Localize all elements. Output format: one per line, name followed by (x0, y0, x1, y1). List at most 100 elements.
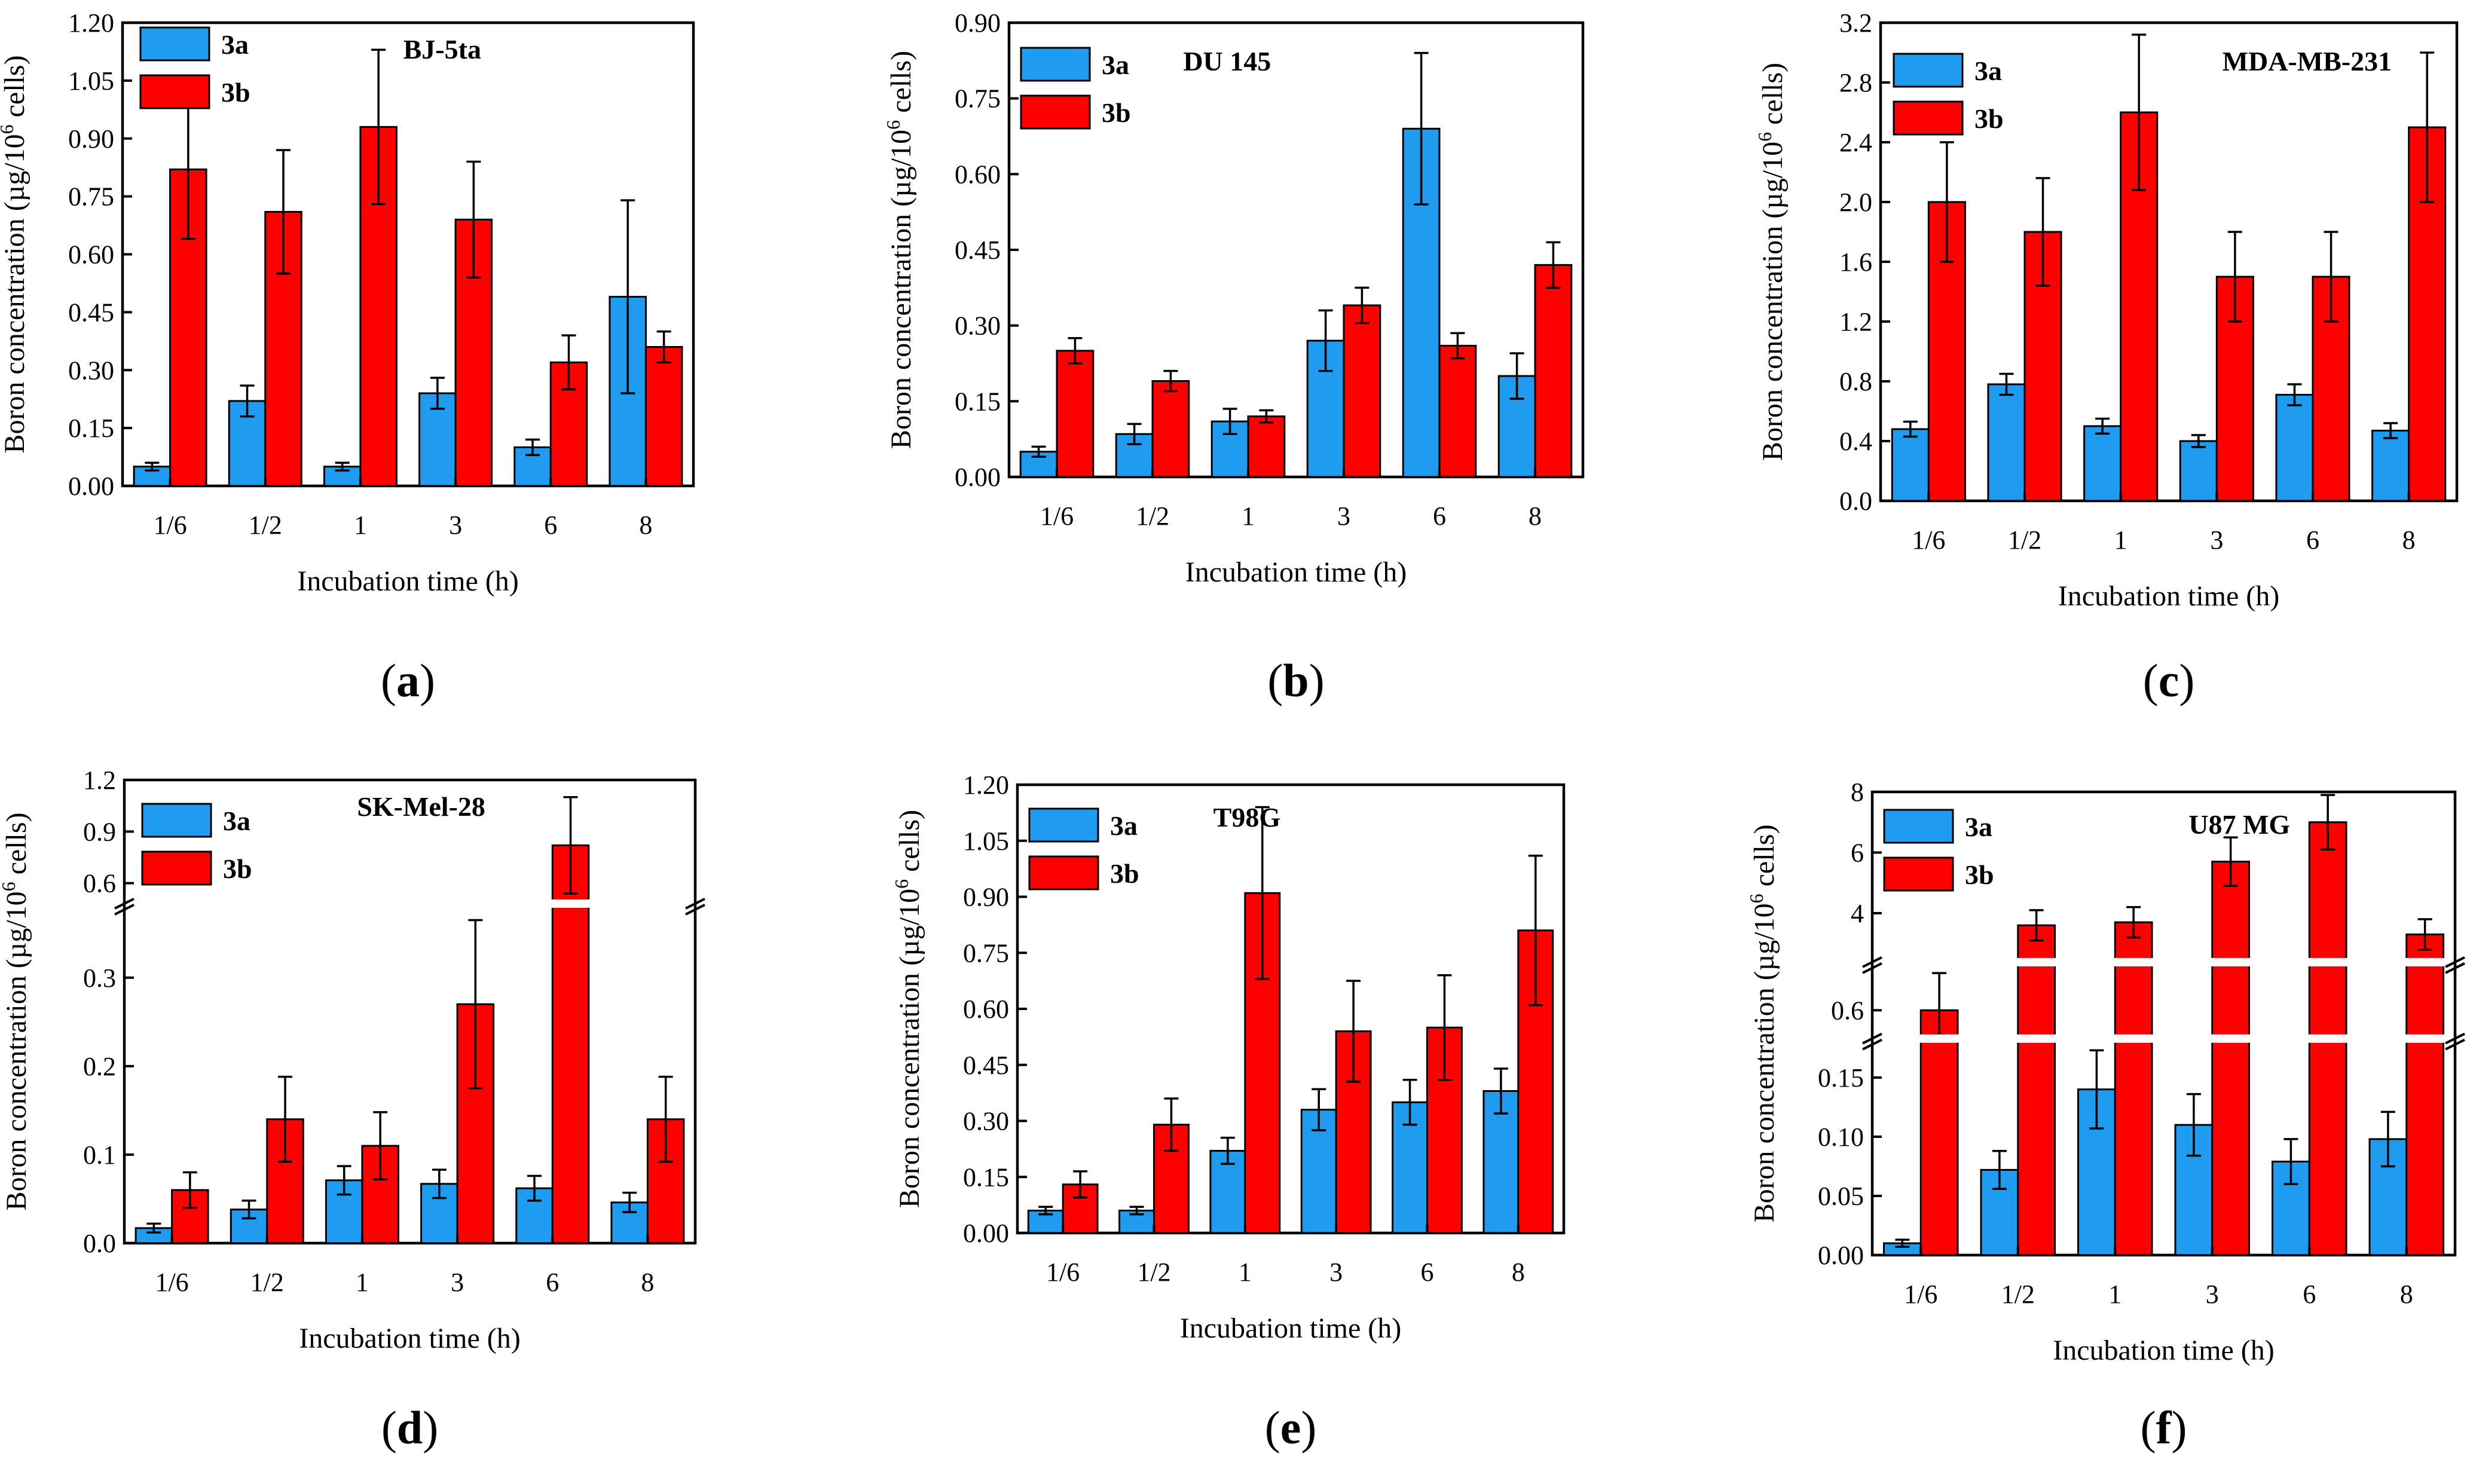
bar-3a-6 (1497, 375, 1536, 478)
x-tick-label: 8 (2400, 1280, 2413, 1309)
x-tick-label: 1 (1242, 501, 1255, 531)
chart-title: U87 MG (2188, 809, 2290, 840)
legend-label-3b: 3b (1110, 858, 1139, 889)
y-tick-label: 0.9 (83, 817, 116, 846)
error-bar-3b-5 (561, 334, 576, 391)
error-bar-3b-4 (468, 919, 483, 1090)
legend-swatch-3a (1020, 47, 1091, 82)
axis-break-mark (685, 898, 705, 916)
y-tick-label: 0.45 (955, 235, 1001, 265)
error-bar-3a-3 (1220, 1136, 1235, 1165)
y-axis-label: Boron concentration (µg/106 cells) (1746, 824, 1780, 1222)
bar-3b-1 (1056, 350, 1095, 478)
y-tick-label: 0.15 (963, 1162, 1009, 1192)
error-bar-3a-2 (240, 384, 255, 418)
x-tick-label: 6 (1433, 501, 1446, 531)
error-bar-3b-6 (1546, 241, 1561, 289)
chart-title: SK-Mel-28 (357, 791, 485, 822)
y-axis-label-superscript: 6 (1754, 132, 1775, 142)
panel-label-close: ) (1309, 654, 1325, 706)
error-bar-3a-6 (1493, 1067, 1508, 1115)
y-axis-label-superscript: 6 (1746, 894, 1767, 903)
x-tick-label: 8 (641, 1268, 654, 1297)
bar-3a-4 (2179, 440, 2218, 502)
panel-label-open: ( (381, 1402, 397, 1454)
legend-label-3a: 3a (1102, 50, 1129, 80)
x-tick-label: 6 (2306, 525, 2319, 555)
y-tick-label: 6 (1851, 838, 1864, 867)
x-tick-label: 3 (2210, 525, 2223, 555)
error-bar-3b-3 (371, 48, 386, 206)
y-axis-label-superscript: 6 (0, 124, 17, 134)
panel-label-open: ( (381, 654, 396, 706)
x-axis-label: Incubation time (h) (1185, 556, 1407, 588)
y-axis-label-superscript: 6 (0, 882, 19, 891)
y-axis-label-prefix: Boron concentration (µg/10 (1757, 142, 1789, 461)
error-bar-3a-5 (1414, 51, 1429, 206)
legend-label-3a: 3a (223, 806, 250, 836)
y-tick-label: 0.05 (1818, 1182, 1864, 1211)
y-tick-label: 2.0 (1839, 188, 1872, 217)
error-bar-3a-5 (525, 438, 540, 457)
error-bar-3b-2 (2029, 909, 2044, 942)
bar-3a-3 (2083, 425, 2122, 502)
error-bar-3b-2 (277, 1075, 292, 1163)
y-axis-label-prefix: Boron concentration (µg/10 (0, 134, 30, 453)
error-bar-3b-5 (1450, 332, 1465, 360)
x-axis-label: Incubation time (h) (299, 1323, 521, 1354)
y-tick-label: 0.45 (68, 298, 114, 327)
y-tick-label: 0.15 (68, 414, 114, 443)
y-tick-label: 0.30 (68, 356, 114, 385)
y-tick-label: 1.05 (68, 66, 114, 96)
y-axis-label-suffix: cells) (1748, 824, 1780, 894)
error-bar-3b-2 (2035, 177, 2050, 287)
panel-label-close: ) (1301, 1402, 1316, 1454)
error-bar-3b-3 (373, 1111, 388, 1181)
chart-b: 1/6 1/2 1 3 6 8 0.00 0.15 0.30 0.45 0.60 0.75 0.90 In… (882, 8, 1585, 706)
bar-3b-3 (2114, 921, 2153, 1256)
error-bar-3a-4 (1318, 309, 1333, 372)
bar-3b-6 (2405, 933, 2444, 1256)
chart-d: 1/6 1/2 1 3 6 8 0.0 0.1 0.2 0.3 0.6 0.9 1.2 Incubatio… (0, 766, 705, 1454)
chart-f: 1/6 1/2 1 3 6 8 0.00 0.05 0.10 0.15 0.6 4 6 8 Incubati… (1746, 778, 2465, 1454)
chart-title: T98G (1213, 802, 1280, 833)
x-tick-label: 3 (1337, 501, 1350, 531)
error-bar-3b-6 (1528, 855, 1543, 1006)
panel-label: (c) (2143, 654, 2195, 706)
error-bar-3b-5 (2324, 231, 2339, 323)
x-tick-label: 1/2 (250, 1268, 284, 1297)
x-tick-label: 1/2 (2001, 1280, 2035, 1309)
error-bar-3a-4 (432, 1168, 447, 1200)
panel-label-close: ) (423, 1402, 438, 1454)
plot-frame (1016, 783, 1566, 1235)
bar-3a-1 (1891, 428, 1930, 502)
plot-frame (123, 778, 697, 1245)
y-tick-label: 2.8 (1839, 68, 1872, 97)
error-bar-3a-2 (1129, 1205, 1144, 1216)
panel-label-open: ( (2141, 1402, 2156, 1454)
x-axis-label: Incubation time (h) (297, 565, 519, 597)
panel-label: (e) (1265, 1402, 1317, 1454)
error-bar-3a-5 (2287, 383, 2302, 406)
legend-label-3a: 3a (1965, 812, 1992, 842)
y-tick-label: 0.6 (83, 869, 116, 898)
error-bar-3a-2 (1127, 423, 1142, 445)
error-bar-3b-6 (656, 330, 671, 364)
error-bar-3a-4 (430, 377, 445, 410)
error-bar-3a-1 (1903, 420, 1918, 438)
legend-label-3a: 3a (1110, 810, 1138, 841)
legend-swatch-3a (1893, 53, 1964, 88)
y-tick-label: 0.0 (83, 1229, 116, 1258)
panel-label-letter: c (2159, 654, 2179, 706)
bar-3b-1 (1919, 1009, 1959, 1256)
y-axis-label: Boron concentration (µg/106 cells) (882, 51, 917, 449)
legend-swatch-3b (139, 74, 210, 109)
error-bar-3b-1 (182, 1171, 197, 1209)
error-bar-3a-3 (2095, 417, 2110, 435)
error-bar-3b-2 (1163, 369, 1178, 393)
error-bar-3a-1 (145, 461, 160, 472)
y-axis-label-prefix: Boron concentration (µg/10 (894, 889, 925, 1208)
bar-3b-1 (1062, 1183, 1099, 1234)
bar-3a-6 (1482, 1090, 1520, 1234)
